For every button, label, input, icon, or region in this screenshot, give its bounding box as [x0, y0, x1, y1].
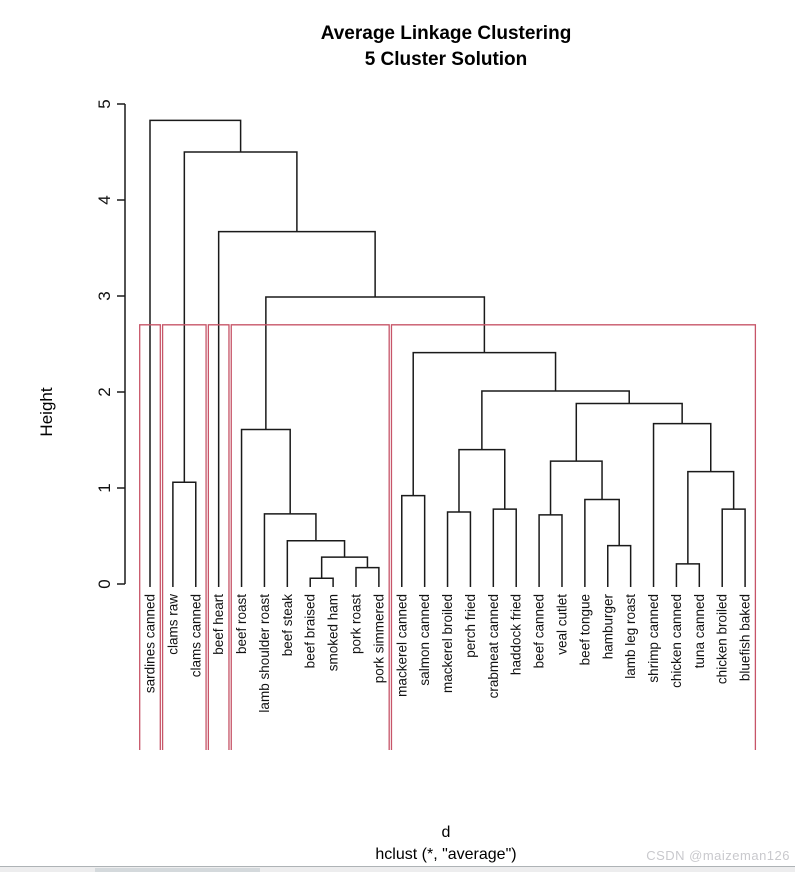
- dendrogram-link: [481, 390, 630, 450]
- dendrogram-link: [675, 563, 701, 587]
- watermark: CSDN @maizeman126: [646, 848, 790, 863]
- dendrogram-link: [538, 514, 563, 587]
- dendrogram-link: [412, 351, 557, 496]
- bottom-strip-smudge: [95, 868, 260, 872]
- y-tick-label: 3: [95, 291, 114, 300]
- dendrogram-link: [286, 540, 346, 587]
- cluster-box: [207, 324, 230, 750]
- leaf-label: lamb shoulder roast: [257, 594, 272, 713]
- leaf-label: shrimp canned: [646, 594, 661, 683]
- leaf-label: salmon canned: [417, 594, 432, 686]
- leaf-label: sardines canned: [143, 594, 158, 693]
- leaf-label: beef heart: [211, 594, 226, 655]
- y-tick-label: 2: [95, 387, 114, 396]
- leaf-label: mackerel broiled: [440, 594, 455, 693]
- dendrogram-link: [401, 494, 426, 587]
- dendrogram-link: [607, 544, 632, 587]
- bottom-strip: [0, 866, 795, 872]
- cluster-box: [390, 324, 757, 750]
- leaf-label: mackerel canned: [394, 594, 409, 697]
- y-axis-label: Height: [37, 387, 56, 437]
- title-block: Average Linkage Clustering 5 Cluster Sol…: [106, 21, 786, 73]
- leaf-label: smoked ham: [326, 594, 341, 671]
- leaf-label: beef steak: [280, 594, 295, 657]
- dendrogram-link: [584, 498, 620, 587]
- dendrogram-link: [652, 422, 712, 587]
- leaf-label: crabmeat canned: [486, 594, 501, 698]
- leaf-label: pork simmered: [371, 594, 386, 683]
- leaf-label: perch fried: [463, 594, 478, 658]
- leaf-label: beef tongue: [577, 594, 592, 665]
- dendrogram-link: [183, 151, 298, 483]
- leaf-label: clams raw: [165, 594, 180, 655]
- dendrogram-link: [549, 460, 603, 515]
- dendrogram-link: [355, 566, 380, 587]
- dendrogram-link: [149, 119, 242, 587]
- dendrogram-link: [172, 481, 197, 587]
- chart-subtitle: 5 Cluster Solution: [364, 49, 528, 70]
- y-tick-label: 1: [95, 483, 114, 492]
- leaf-label: chicken canned: [669, 594, 684, 688]
- dendrogram-link: [446, 511, 472, 587]
- leaf-label: chicken broiled: [715, 594, 730, 684]
- y-tick-label: 4: [95, 195, 114, 204]
- leaf-label: veal cutlet: [554, 594, 569, 655]
- leaf-label: pork roast: [348, 594, 363, 654]
- dendrogram-link: [265, 296, 486, 430]
- leaf-label: hamburger: [600, 594, 615, 660]
- leaf-label: bluefish baked: [738, 594, 753, 681]
- leaf-label: clams canned: [188, 594, 203, 677]
- dendrogram-link: [687, 470, 735, 564]
- dendrogram-link: [240, 428, 291, 587]
- dendrogram-link: [309, 577, 334, 587]
- leaf-label: beef roast: [234, 594, 249, 654]
- dendrogram-link: [492, 508, 517, 587]
- dendrogram-link: [721, 508, 746, 587]
- y-tick-label: 0: [95, 579, 114, 588]
- dendrogram-link: [263, 513, 317, 587]
- leaf-label: tuna canned: [692, 594, 707, 668]
- hclust-caption: hclust (*, "average"): [375, 846, 517, 863]
- y-tick-label: 5: [95, 99, 114, 108]
- leaf-label: beef canned: [532, 594, 547, 668]
- x-axis-label: d: [441, 824, 451, 841]
- cluster-box: [161, 324, 207, 750]
- leaf-label: haddock fried: [509, 594, 524, 675]
- chart-title: Average Linkage Clustering: [320, 23, 572, 44]
- dendrogram-link: [575, 402, 683, 462]
- dendrogram-link: [458, 448, 506, 512]
- cluster-box: [139, 324, 161, 750]
- leaf-label: beef braised: [303, 594, 318, 668]
- cluster-box: [230, 324, 390, 750]
- leaf-label: lamb leg roast: [623, 594, 638, 679]
